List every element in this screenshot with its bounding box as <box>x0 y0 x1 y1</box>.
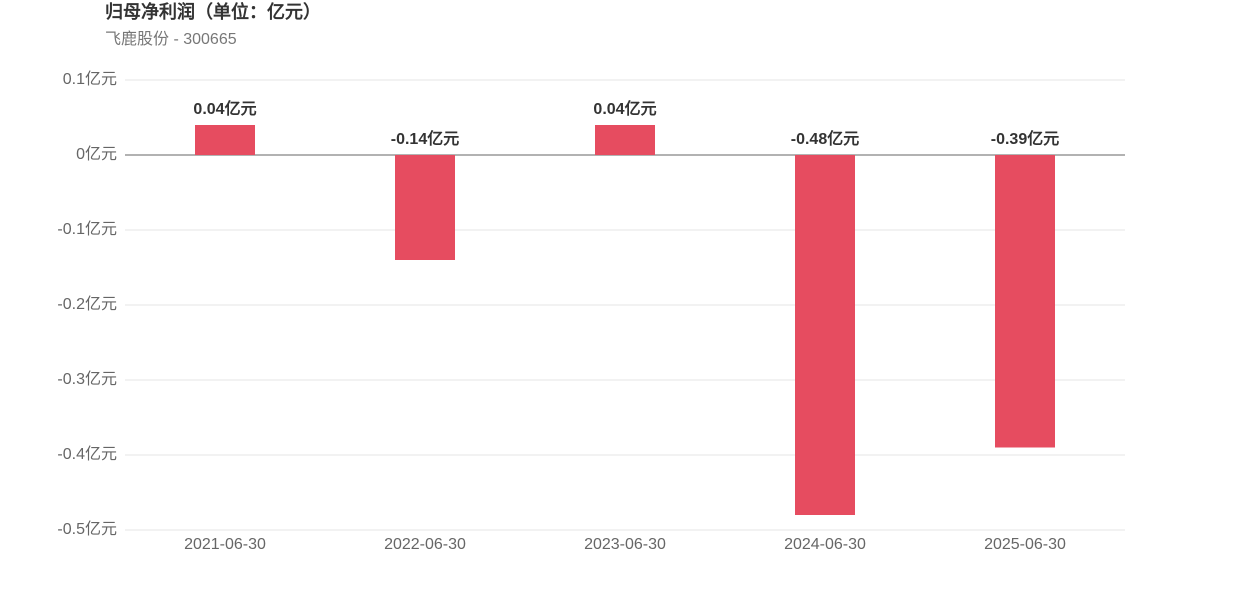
data-label: -0.14亿元 <box>391 129 459 148</box>
y-tick-label: -0.2亿元 <box>57 295 117 313</box>
bar <box>395 155 455 260</box>
y-tick-label: -0.4亿元 <box>57 445 117 463</box>
y-tick-label: -0.5亿元 <box>57 520 117 538</box>
x-tick-label: 2025-06-30 <box>984 536 1066 553</box>
chart-title: 归母净利润（单位：亿元） <box>105 1 321 22</box>
y-tick-label: 0.1亿元 <box>63 70 117 88</box>
x-tick-label: 2023-06-30 <box>584 536 666 553</box>
bar <box>995 155 1055 448</box>
data-label: 0.04亿元 <box>193 99 256 118</box>
bar <box>595 125 655 155</box>
x-tick-label: 2022-06-30 <box>384 536 466 553</box>
x-tick-label: 2024-06-30 <box>784 536 866 553</box>
y-tick-label: -0.1亿元 <box>57 220 117 238</box>
bar <box>195 125 255 155</box>
chart-subtitle: 飞鹿股份 - 300665 <box>105 30 237 48</box>
data-label: -0.39亿元 <box>991 129 1059 148</box>
y-tick-label: -0.3亿元 <box>57 370 117 388</box>
x-tick-label: 2021-06-30 <box>184 536 266 553</box>
bar <box>795 155 855 515</box>
data-label: 0.04亿元 <box>593 99 656 118</box>
data-label: -0.48亿元 <box>791 129 859 148</box>
y-tick-label: 0亿元 <box>76 145 117 163</box>
